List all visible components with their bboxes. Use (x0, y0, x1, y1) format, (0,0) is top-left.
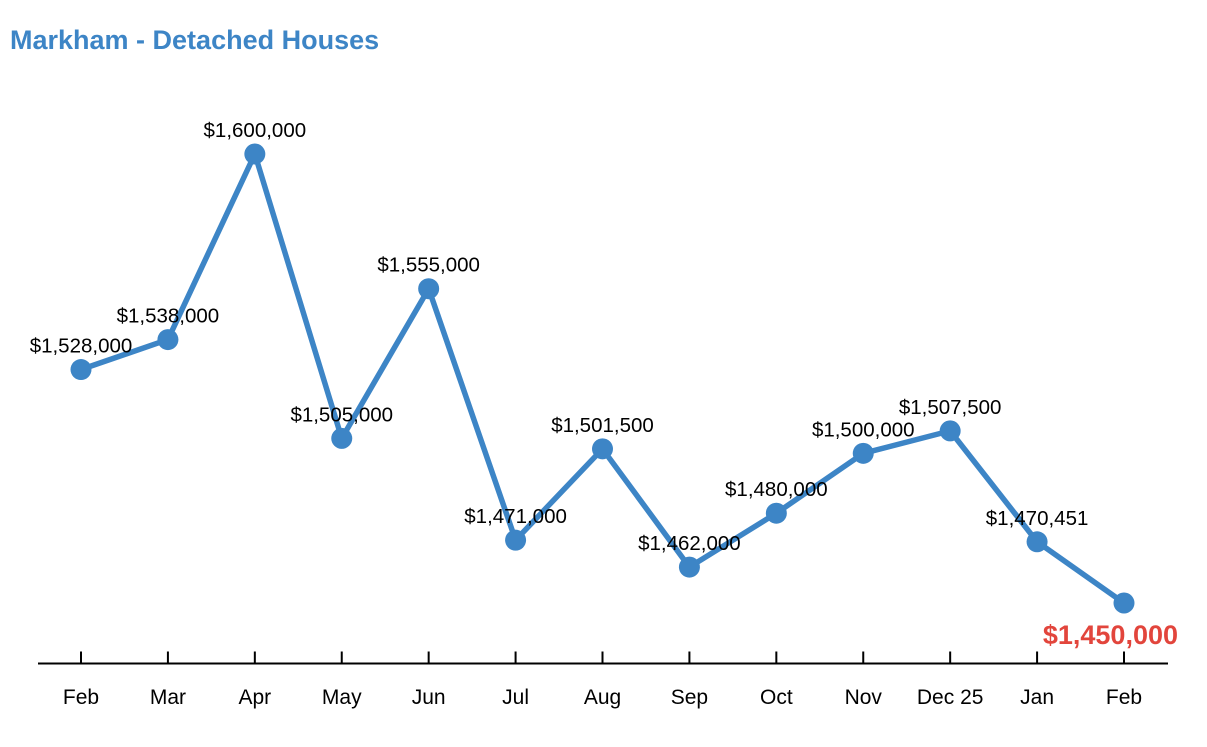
point-label: $1,471,000 (464, 505, 567, 528)
x-axis-label: Aug (584, 686, 621, 709)
chart-title: Markham - Detached Houses (10, 25, 380, 55)
point-label: $1,470,451 (986, 507, 1089, 530)
x-axis-label: Mar (150, 686, 186, 709)
point-label: $1,538,000 (117, 305, 220, 328)
point-label: $1,555,000 (377, 254, 480, 277)
data-point (765, 502, 787, 524)
data-point (157, 329, 179, 351)
x-axis-label: Feb (63, 686, 99, 709)
data-point (244, 143, 266, 165)
x-axis-label: Sep (671, 686, 708, 709)
x-axis-label: Dec 25 (917, 686, 984, 709)
data-point (331, 427, 353, 449)
point-label: $1,501,500 (551, 414, 654, 437)
x-axis-label: Nov (845, 686, 883, 709)
x-axis-label: Apr (238, 686, 271, 709)
point-label-highlight: $1,450,000 (1043, 620, 1178, 650)
x-axis-label: Jun (412, 686, 446, 709)
x-axis-label: Jan (1020, 686, 1054, 709)
x-axis-label: May (322, 686, 362, 709)
point-label: $1,505,000 (290, 403, 393, 426)
point-label: $1,500,000 (812, 418, 915, 441)
data-point (592, 438, 613, 460)
data-point (1113, 592, 1135, 614)
point-label: $1,507,500 (899, 396, 1002, 419)
data-point (70, 359, 92, 381)
data-point (678, 556, 700, 578)
point-label: $1,528,000 (30, 335, 133, 358)
point-label: $1,462,000 (638, 532, 741, 555)
x-axis-label: Feb (1106, 686, 1142, 709)
data-point (1026, 531, 1048, 553)
data-point (852, 442, 874, 464)
data-point (418, 278, 440, 300)
data-point (505, 529, 527, 551)
x-axis-label: Jul (502, 686, 529, 709)
point-label: $1,600,000 (204, 119, 307, 142)
data-point (939, 420, 961, 442)
x-axis-label: Oct (760, 686, 793, 709)
point-label: $1,480,000 (725, 478, 828, 501)
price-line (78, 151, 1127, 606)
